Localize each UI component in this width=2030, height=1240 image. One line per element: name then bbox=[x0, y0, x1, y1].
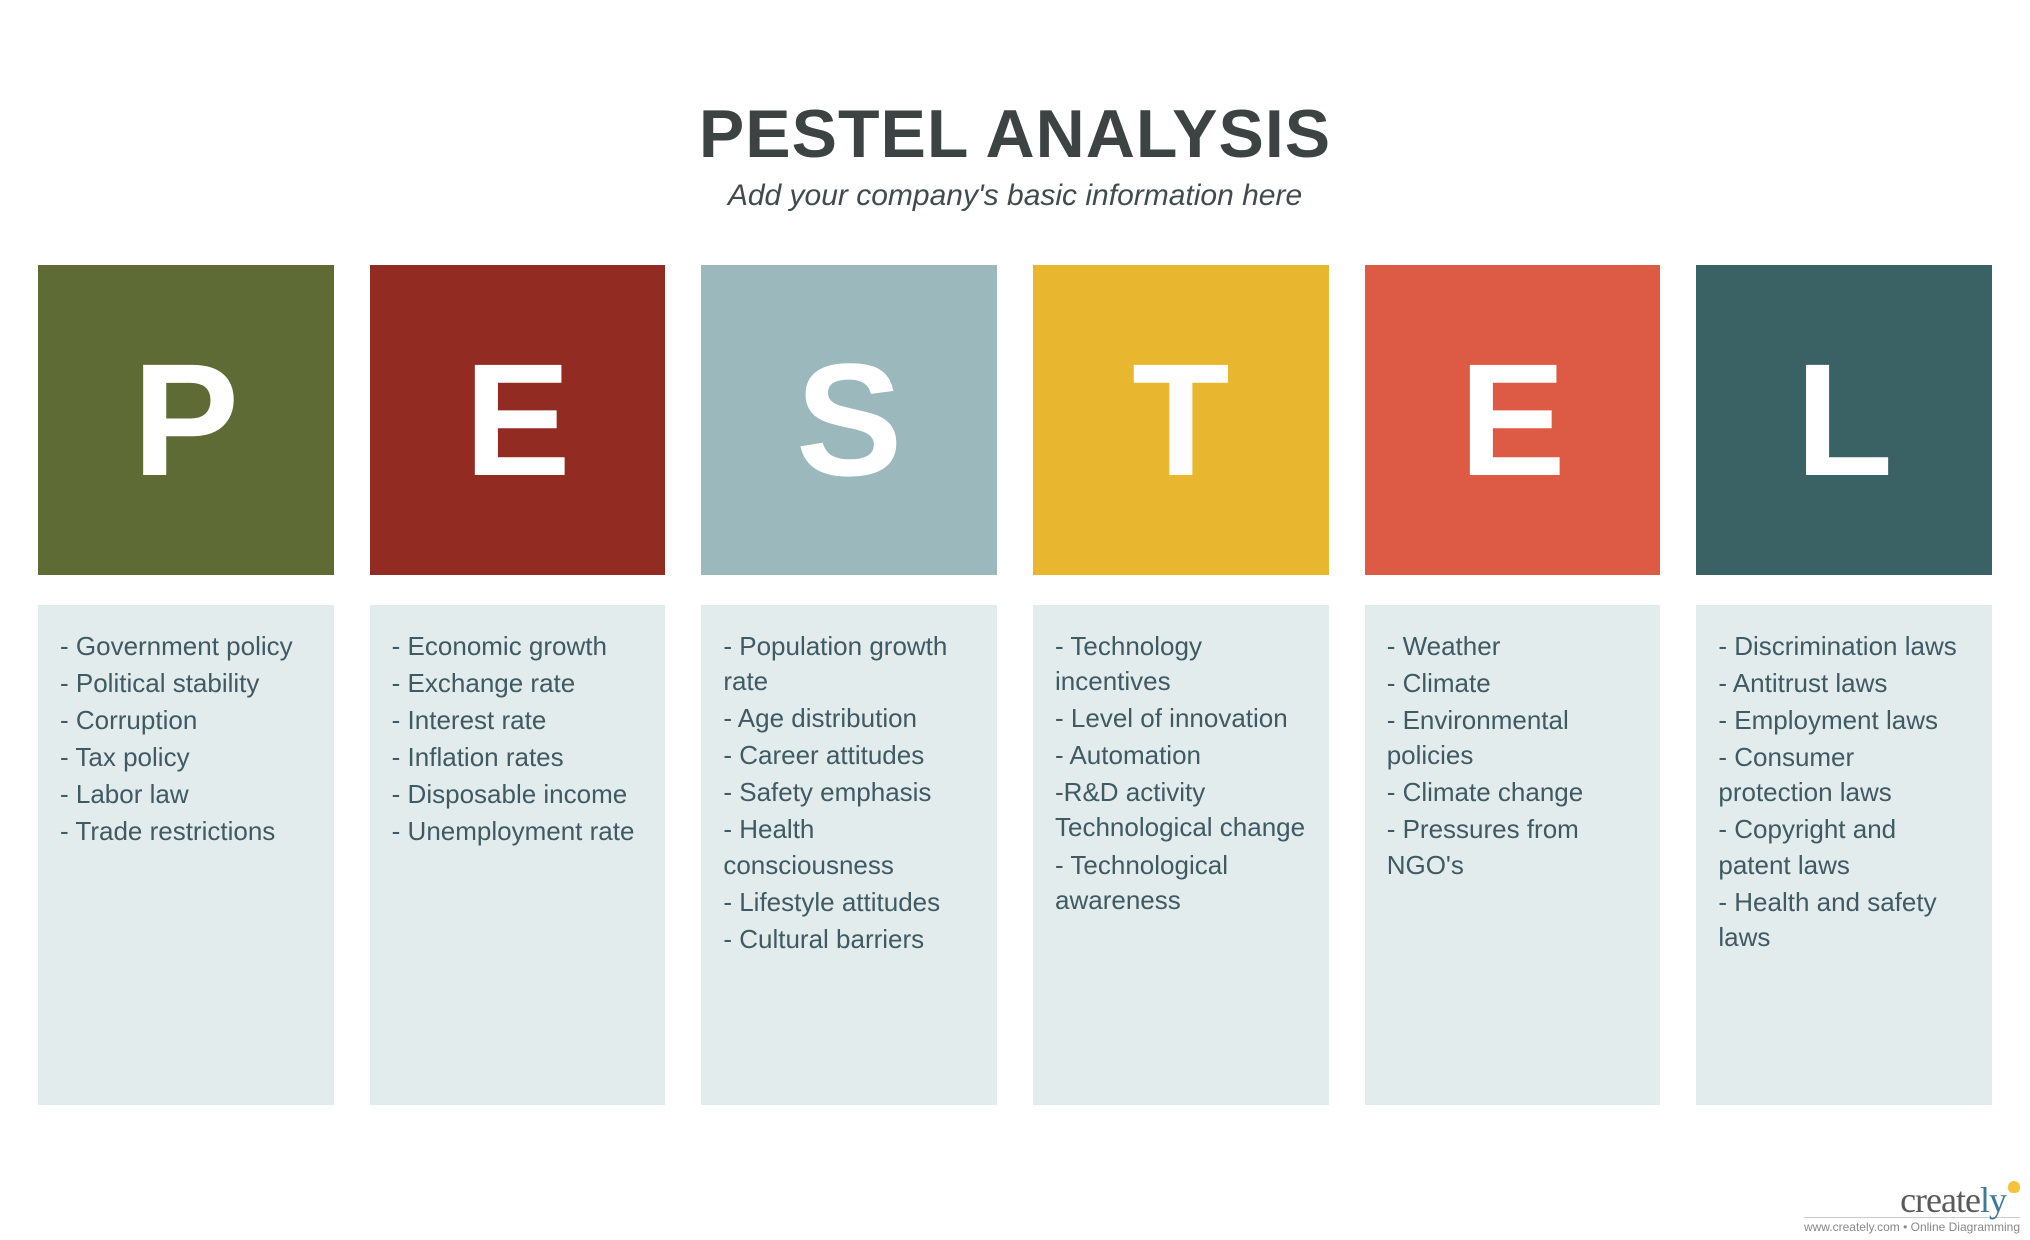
list-item: - Lifestyle attitudes bbox=[723, 885, 975, 920]
list-item: - Safety emphasis bbox=[723, 775, 975, 810]
list-item: - Interest rate bbox=[392, 703, 644, 738]
list-item: - Economic growth bbox=[392, 629, 644, 664]
pestel-letter: P bbox=[132, 340, 239, 500]
list-item: -R&D activity Technological change bbox=[1055, 775, 1307, 845]
letter-box: E bbox=[370, 265, 666, 575]
page-subtitle: Add your company's basic information her… bbox=[0, 179, 2030, 213]
pestel-letter: T bbox=[1132, 340, 1230, 500]
items-box: - Technology incentives- Level of innova… bbox=[1033, 605, 1329, 1105]
list-item: - Disposable income bbox=[392, 777, 644, 812]
list-item: - Trade restrictions bbox=[60, 814, 312, 849]
watermark-brand: creately bbox=[1804, 1179, 2020, 1221]
list-item: - Environmental policies bbox=[1387, 703, 1639, 773]
list-item: - Cultural barriers bbox=[723, 922, 975, 957]
list-item: - Technological awareness bbox=[1055, 848, 1307, 918]
items-box: - Discrimination laws- Antitrust laws- E… bbox=[1696, 605, 1992, 1105]
pestel-column: T - Technology incentives- Level of innov… bbox=[1033, 265, 1329, 1105]
list-item: - Health consciousness bbox=[723, 812, 975, 882]
items-box: - Economic growth- Exchange rate- Intere… bbox=[370, 605, 666, 1105]
list-item: - Inflation rates bbox=[392, 740, 644, 775]
list-item: - Climate change bbox=[1387, 775, 1639, 810]
list-item: - Automation bbox=[1055, 738, 1307, 773]
list-item: - Health and safety laws bbox=[1718, 885, 1970, 955]
list-item: - Employment laws bbox=[1718, 703, 1970, 738]
list-item: - Discrimination laws bbox=[1718, 629, 1970, 664]
letter-box: P bbox=[38, 265, 334, 575]
pestel-column: E - Weather- Climate- Environmental polic… bbox=[1365, 265, 1661, 1105]
list-item: - Unemployment rate bbox=[392, 814, 644, 849]
pestel-column: L- Discrimination laws- Antitrust laws- … bbox=[1696, 265, 1992, 1105]
letter-box: E bbox=[1365, 265, 1661, 575]
list-item: - Antitrust laws bbox=[1718, 666, 1970, 701]
pestel-letter: S bbox=[796, 340, 903, 500]
pestel-letter: E bbox=[1459, 340, 1566, 500]
list-item: - Weather bbox=[1387, 629, 1639, 664]
pestel-letter: E bbox=[464, 340, 571, 500]
list-item: - Level of innovation bbox=[1055, 701, 1307, 736]
list-item: - Tax policy bbox=[60, 740, 312, 775]
pestel-column: S - Population growth rate- Age distribut… bbox=[701, 265, 997, 1105]
letter-box: S bbox=[701, 265, 997, 575]
items-box: - Government policy- Political stability… bbox=[38, 605, 334, 1105]
list-item: - Political stability bbox=[60, 666, 312, 701]
letter-box: T bbox=[1033, 265, 1329, 575]
list-item: - Age distribution bbox=[723, 701, 975, 736]
list-item: - Government policy bbox=[60, 629, 312, 664]
letter-box: L bbox=[1696, 265, 1992, 575]
watermark: creately www.creately.com • Online Diagr… bbox=[1804, 1179, 2020, 1234]
items-box: - Population growth rate- Age distributi… bbox=[701, 605, 997, 1105]
items-box: - Weather- Climate- Environmental polici… bbox=[1365, 605, 1661, 1105]
page-title: PESTEL ANALYSIS bbox=[0, 95, 2030, 173]
list-item: - Copyright and patent laws bbox=[1718, 812, 1970, 882]
pestel-columns: P - Government policy- Political stabilit… bbox=[0, 265, 2030, 1105]
pestel-column: P - Government policy- Political stabilit… bbox=[38, 265, 334, 1105]
pestel-letter: L bbox=[1795, 340, 1893, 500]
list-item: - Technology incentives bbox=[1055, 629, 1307, 699]
watermark-brand-prefix: create bbox=[1900, 1180, 1980, 1220]
list-item: - Consumer protection laws bbox=[1718, 740, 1970, 810]
list-item: - Population growth rate bbox=[723, 629, 975, 699]
pestel-column: E - Economic growth- Exchange rate- Inter… bbox=[370, 265, 666, 1105]
list-item: - Corruption bbox=[60, 703, 312, 738]
header: PESTEL ANALYSIS Add your company's basic… bbox=[0, 0, 2030, 213]
list-item: - Climate bbox=[1387, 666, 1639, 701]
list-item: - Exchange rate bbox=[392, 666, 644, 701]
watermark-brand-suffix: ly bbox=[1980, 1180, 2006, 1220]
list-item: - Pressures from NGO's bbox=[1387, 812, 1639, 882]
bulb-icon bbox=[2008, 1181, 2020, 1193]
list-item: - Career attitudes bbox=[723, 738, 975, 773]
list-item: - Labor law bbox=[60, 777, 312, 812]
